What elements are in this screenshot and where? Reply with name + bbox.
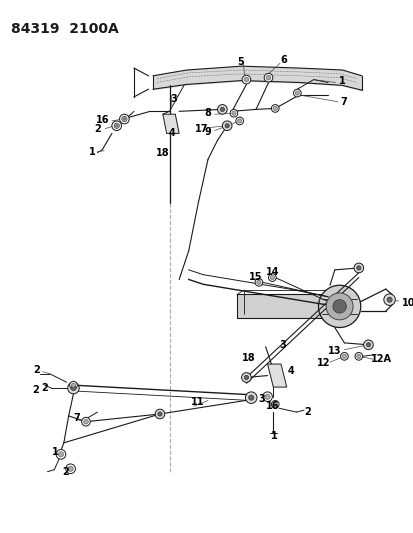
Text: 2: 2: [33, 365, 40, 375]
Circle shape: [383, 294, 394, 305]
Circle shape: [81, 417, 90, 426]
Text: 14: 14: [265, 267, 278, 277]
Text: 3: 3: [170, 94, 176, 104]
Circle shape: [356, 354, 360, 359]
Text: 7: 7: [73, 413, 80, 423]
Text: 4: 4: [169, 128, 176, 139]
Circle shape: [237, 119, 241, 123]
Circle shape: [262, 392, 272, 401]
Circle shape: [114, 123, 119, 128]
Circle shape: [264, 394, 270, 399]
Circle shape: [273, 106, 277, 110]
Circle shape: [353, 263, 363, 273]
Text: 6: 6: [280, 55, 287, 66]
Polygon shape: [267, 364, 286, 387]
Text: 2: 2: [304, 407, 311, 417]
Circle shape: [268, 274, 275, 281]
Circle shape: [122, 117, 126, 122]
Text: 17: 17: [194, 124, 207, 134]
Circle shape: [242, 75, 250, 84]
Text: 1: 1: [89, 147, 96, 157]
Text: 2: 2: [41, 383, 48, 393]
Circle shape: [256, 280, 260, 285]
Text: 1: 1: [338, 76, 345, 86]
Text: 18: 18: [241, 353, 254, 364]
Circle shape: [332, 300, 346, 313]
Circle shape: [270, 276, 274, 280]
Circle shape: [230, 109, 237, 117]
Circle shape: [58, 451, 64, 457]
Circle shape: [271, 400, 278, 408]
Text: 16: 16: [95, 115, 109, 125]
Text: 9: 9: [204, 127, 211, 138]
Circle shape: [225, 124, 229, 128]
Text: 13: 13: [327, 345, 341, 356]
Circle shape: [68, 382, 79, 394]
Text: 7: 7: [339, 96, 346, 107]
Circle shape: [248, 395, 253, 400]
Polygon shape: [162, 114, 179, 133]
Circle shape: [231, 111, 235, 115]
Text: 12A: 12A: [370, 354, 392, 364]
Circle shape: [294, 91, 299, 95]
Text: 84319  2100A: 84319 2100A: [11, 22, 119, 36]
Circle shape: [157, 412, 162, 416]
Text: 3: 3: [279, 340, 286, 350]
FancyBboxPatch shape: [236, 294, 327, 318]
Circle shape: [293, 89, 301, 97]
Circle shape: [56, 449, 66, 459]
Circle shape: [241, 373, 251, 382]
Circle shape: [342, 354, 346, 359]
Circle shape: [217, 104, 227, 114]
Circle shape: [244, 375, 248, 379]
Circle shape: [71, 383, 76, 387]
Circle shape: [263, 74, 272, 82]
Circle shape: [318, 285, 360, 327]
Circle shape: [222, 121, 231, 131]
Circle shape: [271, 104, 278, 112]
Text: 2: 2: [33, 385, 39, 395]
Circle shape: [354, 352, 362, 360]
Circle shape: [114, 123, 119, 128]
Text: 11: 11: [190, 398, 204, 407]
Circle shape: [363, 340, 373, 350]
Circle shape: [69, 381, 77, 389]
Circle shape: [266, 75, 270, 80]
Circle shape: [220, 107, 224, 111]
Circle shape: [235, 117, 243, 125]
Circle shape: [83, 419, 88, 424]
Text: 12: 12: [316, 358, 329, 368]
Circle shape: [254, 279, 262, 286]
Circle shape: [119, 114, 129, 124]
Text: 8: 8: [204, 108, 211, 118]
Text: 15: 15: [249, 272, 262, 281]
Circle shape: [115, 125, 117, 127]
Text: 16: 16: [265, 401, 278, 411]
Circle shape: [386, 297, 391, 302]
Circle shape: [155, 409, 164, 419]
Circle shape: [340, 352, 347, 360]
Circle shape: [243, 77, 248, 82]
Text: 2: 2: [94, 124, 101, 134]
Text: 3: 3: [258, 394, 264, 403]
Circle shape: [66, 464, 75, 474]
Circle shape: [123, 118, 125, 120]
Circle shape: [121, 116, 127, 122]
Text: 1: 1: [52, 447, 58, 457]
Circle shape: [245, 392, 256, 403]
Text: 18: 18: [156, 148, 169, 158]
Circle shape: [273, 402, 277, 407]
Circle shape: [356, 266, 360, 270]
Text: 5: 5: [237, 58, 243, 67]
Circle shape: [112, 121, 121, 131]
Text: 2: 2: [62, 467, 69, 477]
Text: 10: 10: [401, 298, 413, 309]
Circle shape: [325, 293, 352, 320]
Circle shape: [366, 343, 370, 347]
Circle shape: [68, 466, 73, 471]
Text: 4: 4: [287, 366, 293, 376]
Circle shape: [71, 385, 76, 391]
Text: 1: 1: [270, 431, 277, 441]
